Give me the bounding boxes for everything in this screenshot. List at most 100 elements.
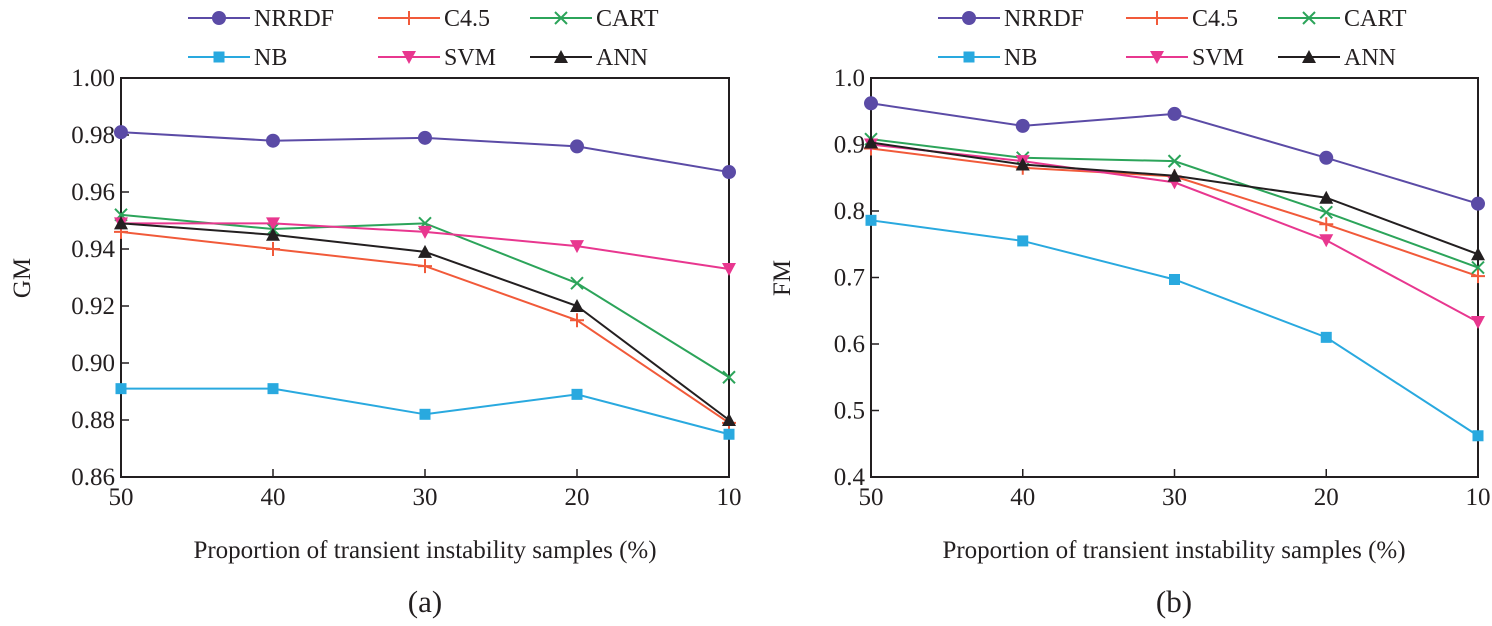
legend-label-ann-b: ANN [1344,45,1396,71]
point-c45-a-3 [570,313,584,328]
y-tick-label-b-6: 1.0 [834,65,865,92]
point-nb-a-3 [571,388,583,400]
legend-label-nb: NB [254,45,287,71]
legend-item-svm-b: SVM [1126,45,1244,71]
legend-marker-shape-svm-b [1150,51,1164,64]
y-tick-label-b-1: 0.5 [834,398,865,425]
point-nrrdf-b-4 [1471,196,1485,211]
caption-b: (b) [1156,584,1192,619]
x-tick-label-a-4: 10 [717,484,742,511]
point-nrrdf-a-4 [722,165,736,180]
legend-item-nrrdf-b: NRRDF [938,6,1084,32]
point-nrrdf-b-2 [1167,106,1182,121]
legend-label-cart: CART [596,6,659,32]
point-nrrdf-a-1 [266,133,280,148]
point-nrrdf-a-2 [418,130,432,145]
y-tick-label-a-6: 0.98 [71,122,115,149]
point-ann-a-2 [418,244,432,258]
point-ann-b-4 [1471,247,1485,261]
legend-label-c45-b: C4.5 [1192,6,1238,32]
legend-item-nb-b: NB [938,45,1037,71]
series-nrrdf-a [114,125,736,180]
legend-marker-svm-a [402,51,416,64]
y-tick-label-a-2: 0.90 [71,350,115,377]
series-svm-b [864,138,1485,330]
point-cart-b-3 [1319,205,1333,220]
point-c45-b-4 [1471,269,1485,284]
point-svm-b-3 [1319,234,1334,248]
x-tick-label-a-1: 40 [261,484,286,511]
point-cart-b-2 [1167,154,1182,168]
legend-item-cart: CART [530,6,659,32]
line-cart-b [870,138,1479,269]
x-tick-label-a-2: 30 [413,484,438,511]
series-c45-b [864,141,1485,284]
point-cart-b-4 [1471,260,1485,275]
legend-label-svm: SVM [444,45,496,71]
y-tick-label-a-7: 1.00 [71,65,115,92]
legend-label-nrrdf-b: NRRDF [1004,6,1084,32]
point-ann-b-1 [1015,157,1030,171]
y-tick-label-a-4: 0.94 [71,236,115,263]
legend-marker-cart-b [1302,11,1316,25]
legend-marker-shape-nrrdf-a [212,11,226,25]
legend-marker-nb-b [963,51,975,63]
point-nrrdf-b-3 [1319,150,1334,165]
legend-item-ann-b: ANN [1278,45,1396,71]
point-nrrdf-a-0 [114,125,128,140]
point-ann-a-0 [114,216,128,230]
legend-marker-shape-nb-b [963,51,975,63]
y-axis-title-b: FM [769,260,796,296]
y-tick-label-a-5: 0.96 [71,179,115,206]
point-ann-a-4 [722,413,736,426]
plot-area-b: 0.4 0.5 0.6 0.7 0.8 0.9 1.0 50 40 30 20 10 [834,65,1491,511]
point-ann-b-2 [1167,168,1182,182]
point-svm-a-1 [266,217,280,231]
x-tick-label-a-0: 50 [109,484,134,511]
series-ann-a [114,216,736,426]
series-cart-b [864,132,1485,275]
y-tick-label-b-0: 0.4 [834,464,866,491]
point-nb-b-2 [1169,273,1180,285]
legend-marker-ann-b [1302,50,1316,63]
plot-area-a: 0.86 0.88 0.90 0.92 0.94 0.96 0.98 1.00 50 40 30 20… [71,65,741,511]
legend-label-c45: C4.5 [444,6,490,32]
line-nb-b [870,219,1479,437]
legend-label-nrrdf: NRRDF [254,6,334,32]
x-tick-label-a-3: 20 [565,484,590,511]
point-nb-b-4 [1472,430,1484,442]
legend-marker-shape-cart-a [554,11,568,25]
panel-b: NRRDF C4.5 CART NB SVM [769,6,1491,619]
legend-marker-nrrdf-b [962,11,976,25]
point-nrrdf-b-0 [864,96,878,111]
legend-marker-shape-nrrdf-b [962,11,976,25]
x-tick-label-b-0: 50 [859,484,884,511]
point-c45-a-1 [266,242,280,256]
legend-marker-shape-cart-b [1302,11,1316,25]
point-nb-b-3 [1320,331,1332,343]
point-cart-a-3 [570,276,584,290]
line-cart-a [120,213,730,379]
point-nb-a-0 [115,383,127,395]
legend-marker-shape-c45-a [402,11,416,25]
point-ann-a-3 [570,299,584,312]
x-axis-title-a: Proportion of transient instability samp… [193,537,656,564]
legend-item-ann: ANN [530,45,648,71]
point-svm-a-2 [418,225,432,239]
legend-marker-cart-a [554,11,568,25]
legend-item-c45-b: C4.5 [1126,6,1238,32]
y-tick-label-b-5: 0.9 [834,132,865,159]
point-ann-b-0 [864,135,878,149]
point-nrrdf-b-1 [1015,118,1030,133]
legend-panel-a: NRRDF C4.5 CART NB SVM [188,6,659,71]
x-tick-label-b-1: 40 [1010,484,1035,511]
legend-item-nrrdf: NRRDF [188,6,334,32]
legend-item-cart-b: CART [1278,6,1407,32]
y-tick-label-a-1: 0.88 [71,407,115,434]
point-nrrdf-a-3 [570,139,584,154]
line-c45-b [870,147,1479,278]
y-tick-label-a-3: 0.92 [71,293,115,320]
legend-panel-b: NRRDF C4.5 CART NB SVM [938,6,1407,71]
legend-marker-c45-a [402,11,416,25]
